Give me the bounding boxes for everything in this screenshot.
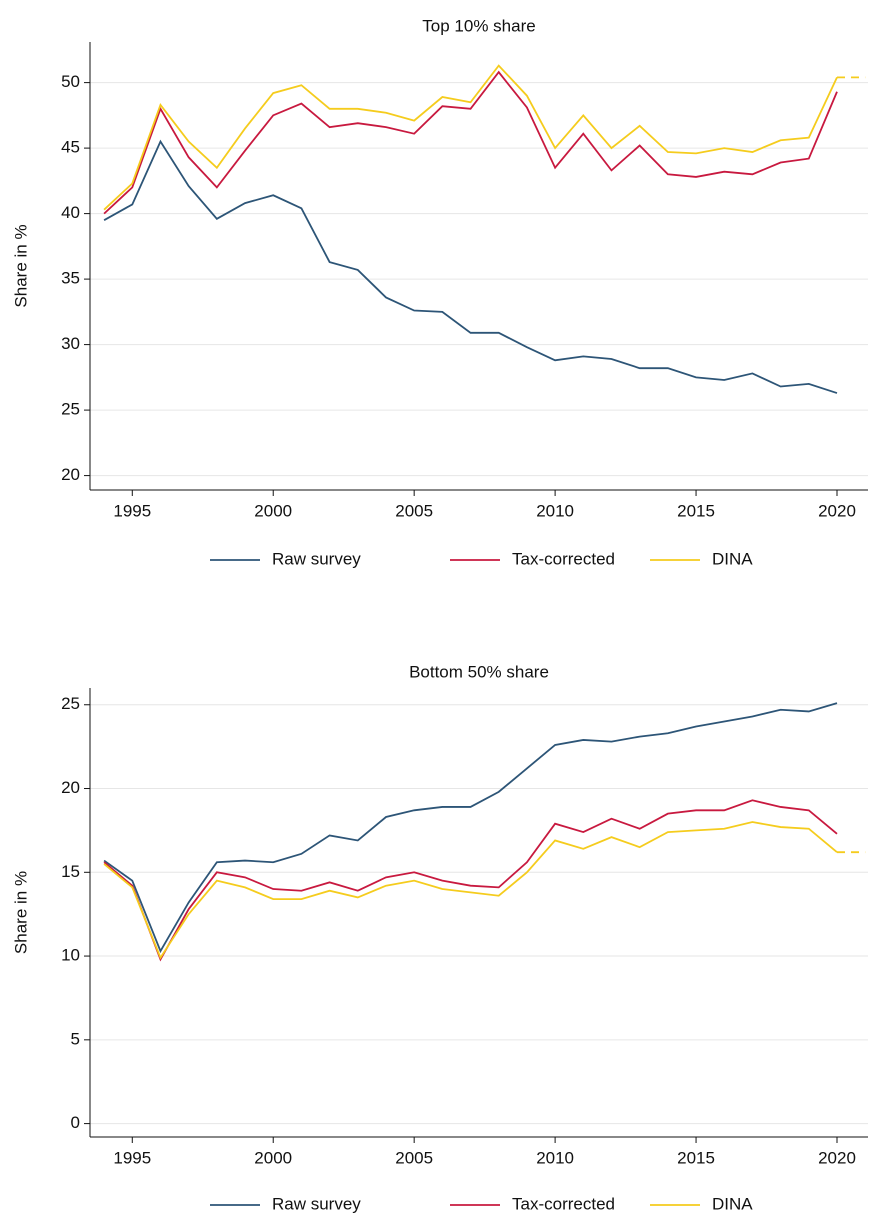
series-line xyxy=(103,799,838,962)
x-tick-label: 2000 xyxy=(254,1148,292,1167)
legend-label: Raw survey xyxy=(272,549,361,568)
y-tick-label: 15 xyxy=(61,862,80,881)
x-tick-label: 2005 xyxy=(395,501,433,520)
chart-title: Bottom 50% share xyxy=(409,662,549,681)
y-tick-label: 30 xyxy=(61,334,80,353)
legend-label: Tax-corrected xyxy=(512,549,615,568)
series-line xyxy=(103,139,838,394)
y-tick-label: 50 xyxy=(61,72,80,91)
y-axis-label: Share in % xyxy=(11,871,30,954)
series-line xyxy=(103,64,838,211)
x-tick-label: 1995 xyxy=(113,1148,151,1167)
x-tick-label: 2015 xyxy=(677,501,715,520)
y-tick-label: 45 xyxy=(61,138,80,157)
x-tick-label: 2005 xyxy=(395,1148,433,1167)
x-tick-label: 2010 xyxy=(536,1148,574,1167)
y-tick-label: 0 xyxy=(71,1113,80,1132)
y-axis-label: Share in % xyxy=(11,224,30,307)
legend-label: DINA xyxy=(712,549,753,568)
x-tick-label: 2000 xyxy=(254,501,292,520)
legend-label: Tax-corrected xyxy=(512,1194,615,1213)
y-tick-label: 20 xyxy=(61,465,80,484)
y-tick-label: 10 xyxy=(61,946,80,965)
legend-label: Raw survey xyxy=(272,1194,361,1213)
y-tick-label: 5 xyxy=(71,1029,80,1048)
x-tick-label: 2020 xyxy=(818,501,856,520)
chart-title: Top 10% share xyxy=(422,16,535,35)
y-tick-label: 40 xyxy=(61,203,80,222)
x-tick-label: 2015 xyxy=(677,1148,715,1167)
x-tick-label: 2020 xyxy=(818,1148,856,1167)
y-tick-label: 25 xyxy=(61,694,80,713)
y-tick-label: 25 xyxy=(61,400,80,419)
x-tick-label: 2010 xyxy=(536,501,574,520)
series-line xyxy=(103,70,838,215)
y-tick-label: 20 xyxy=(61,778,80,797)
series-line xyxy=(103,702,838,954)
y-tick-label: 35 xyxy=(61,269,80,288)
legend-label: DINA xyxy=(712,1194,753,1213)
x-tick-label: 1995 xyxy=(113,501,151,520)
series-line xyxy=(103,821,838,960)
